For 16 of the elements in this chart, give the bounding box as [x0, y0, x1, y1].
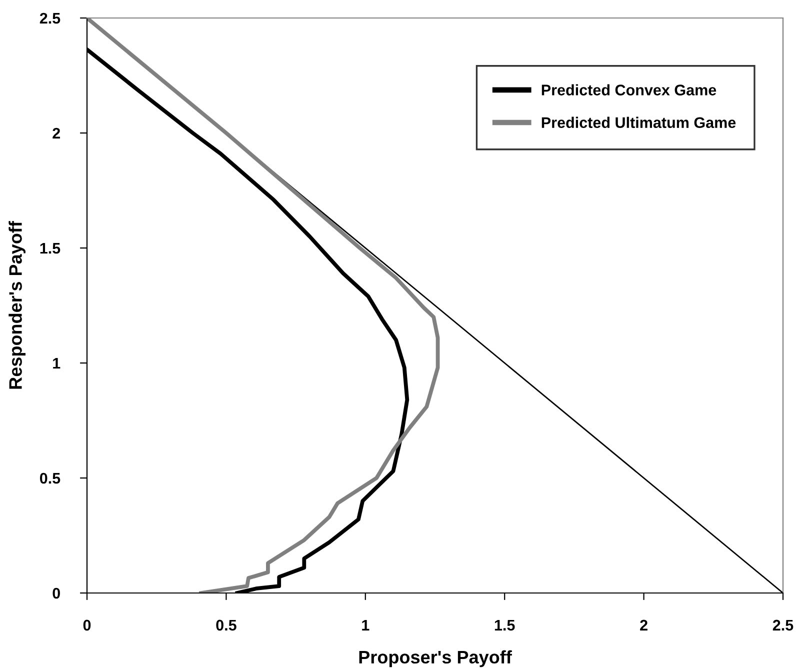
- y-tick-label: 1.5: [40, 243, 60, 254]
- y-tick-label: 0: [52, 588, 60, 599]
- x-tick-label: 1: [362, 620, 370, 630]
- y-axis-title: Responder's Payoff: [8, 221, 26, 389]
- x-tick-label: 0: [83, 620, 91, 631]
- y-tick-label: 1: [53, 358, 60, 369]
- x-axis-title: Proposer's Payoff: [359, 650, 512, 668]
- x-tick-label: 0.5: [216, 620, 236, 631]
- legend-label: Predicted Ultimatum Game: [542, 116, 736, 128]
- y-tick-label: 0.5: [40, 472, 60, 484]
- y-tick-label: 2: [52, 128, 60, 139]
- legend-label: Predicted Convex Game: [542, 84, 716, 96]
- x-tick-label: 1.5: [494, 620, 515, 631]
- x-tick-label: 2.5: [772, 620, 794, 631]
- y-tick-label: 2.5: [40, 12, 60, 24]
- x-tick-label: 2: [640, 620, 648, 630]
